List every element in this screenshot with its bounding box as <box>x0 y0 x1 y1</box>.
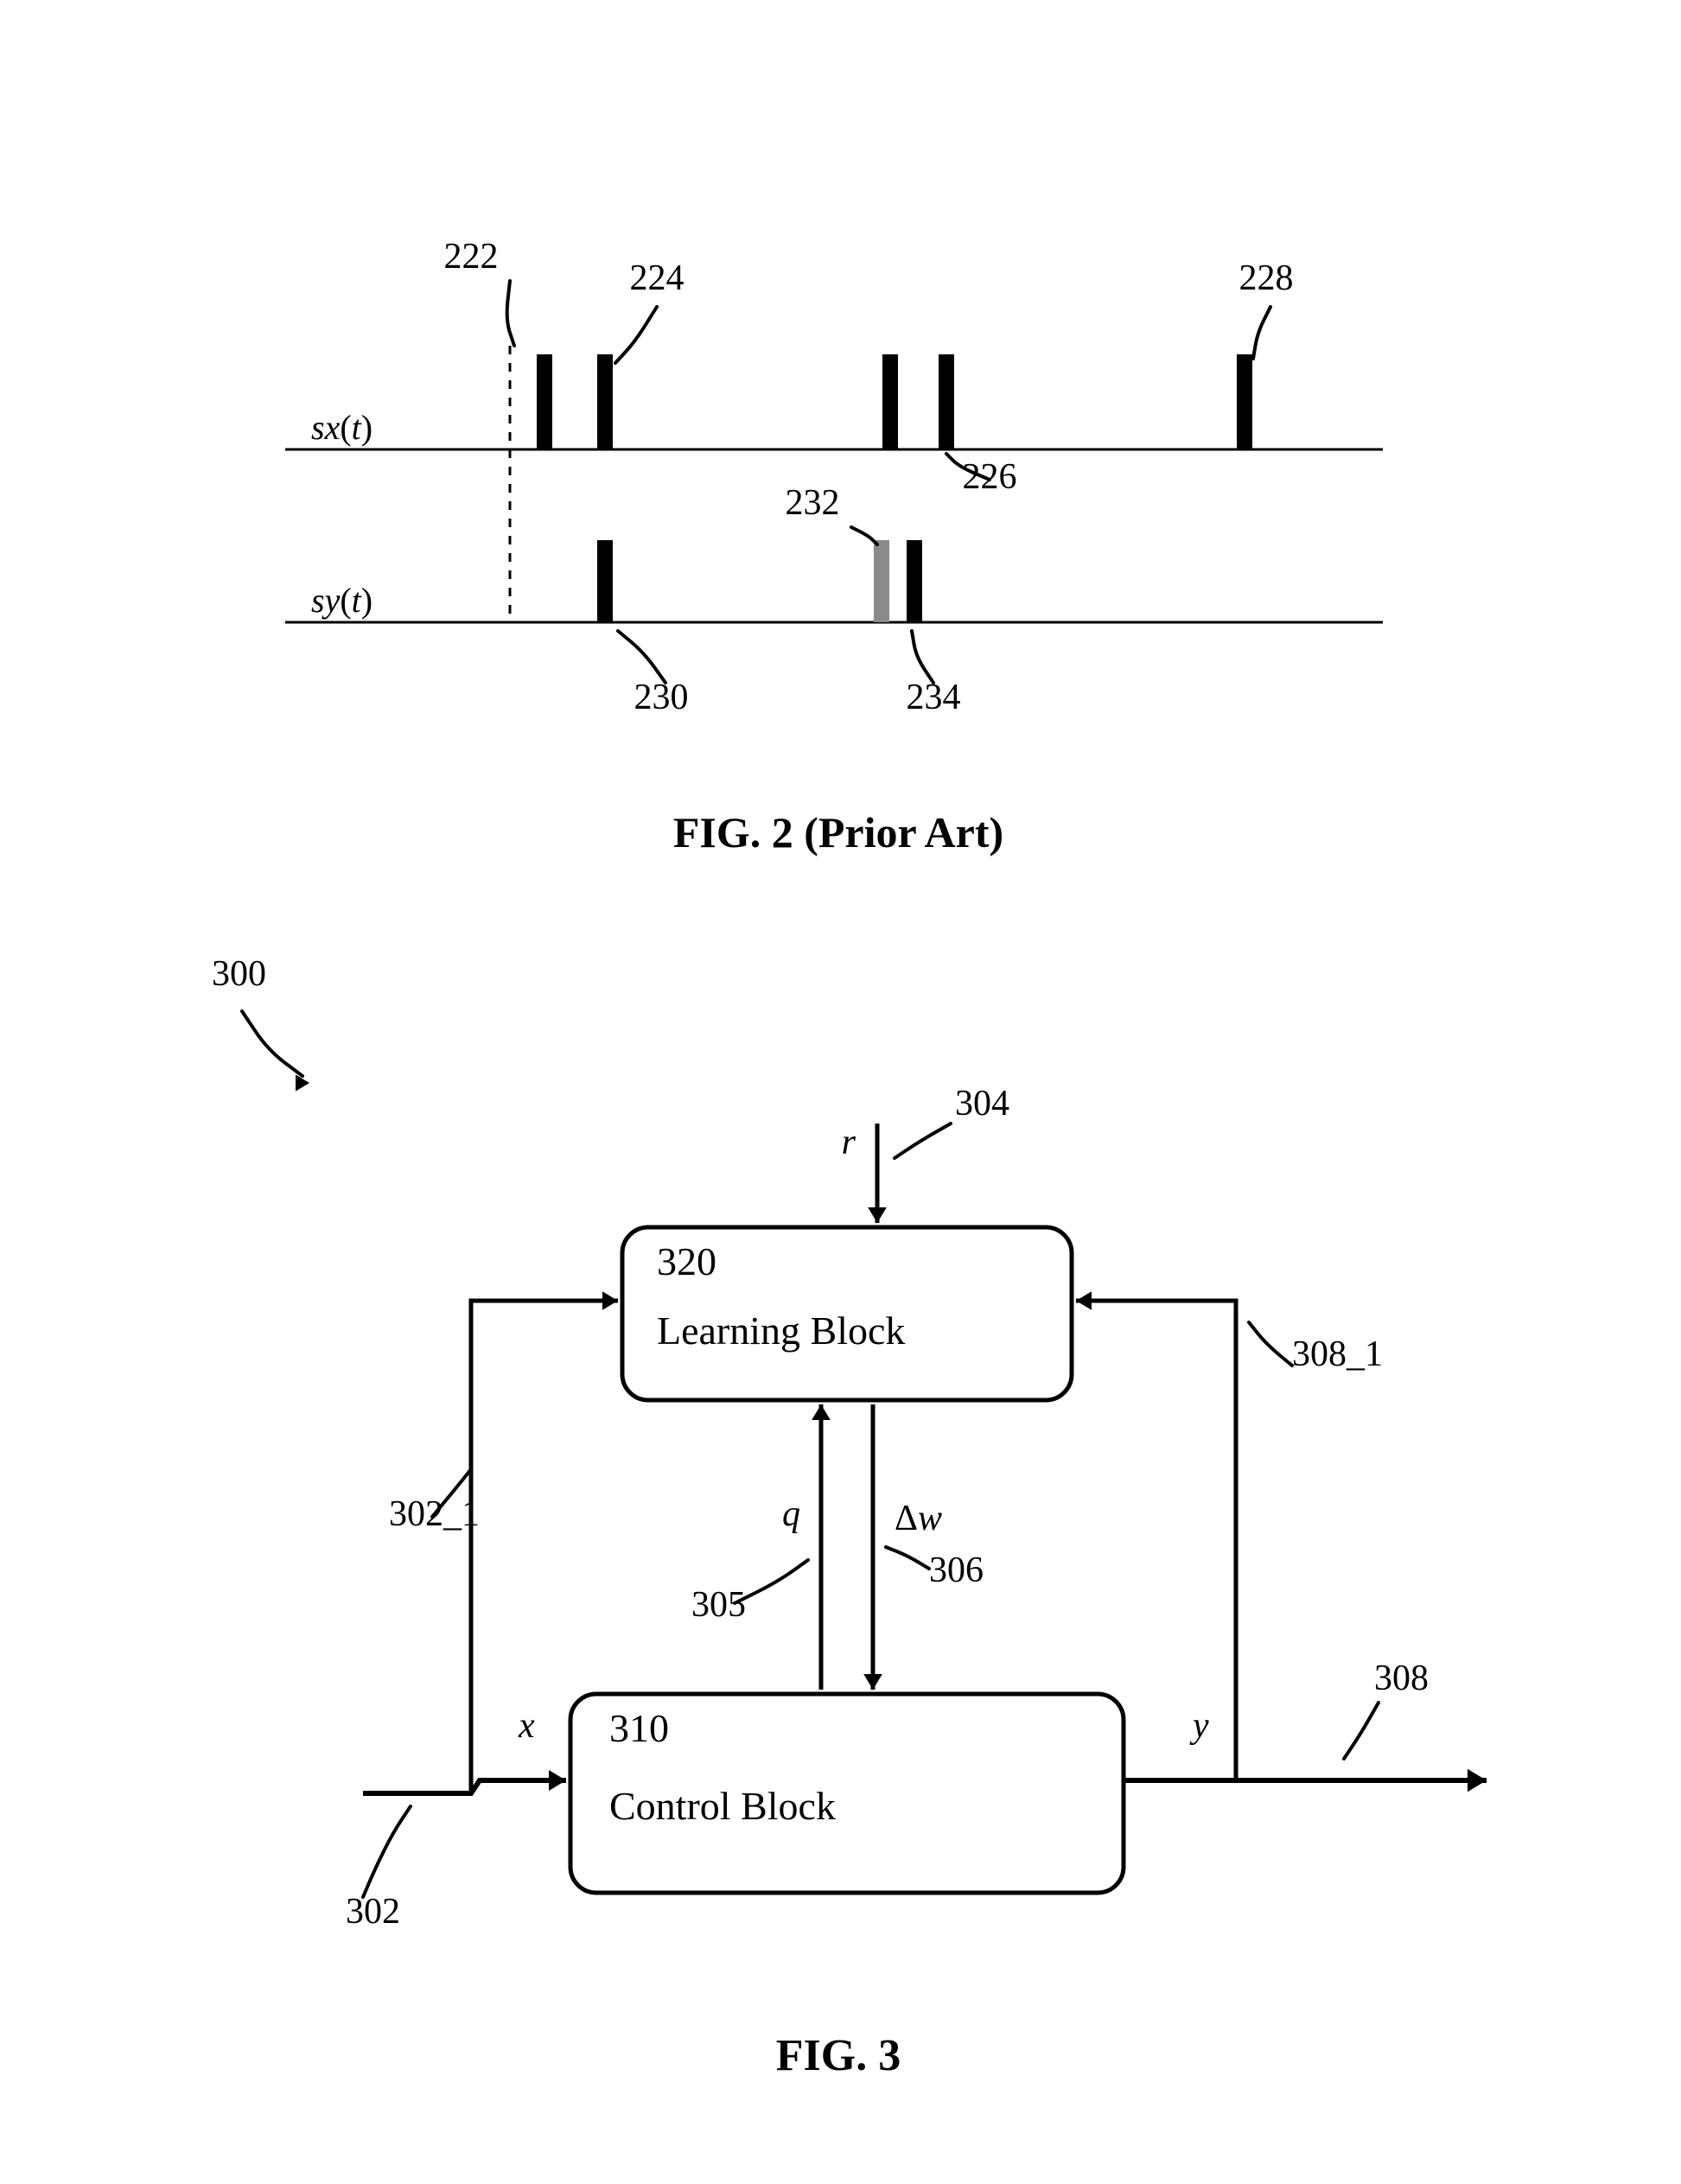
sx-spike <box>1237 354 1252 449</box>
callout-tail <box>507 281 514 346</box>
callout-tail <box>895 1124 951 1158</box>
ref-number: 302 <box>346 1892 400 1932</box>
ref-number: 308 <box>1374 1659 1429 1698</box>
ref-number: 304 <box>955 1084 1009 1124</box>
fig3-caption: FIG. 3 <box>776 2031 901 2080</box>
callout-tail <box>1249 1322 1292 1366</box>
arrow-head <box>1076 1291 1092 1310</box>
learning-block-label: Learning Block <box>657 1308 905 1353</box>
sy-spike <box>874 540 889 622</box>
arrow-head <box>868 1207 887 1223</box>
ref-number: 302_1 <box>389 1494 480 1534</box>
callout-tail <box>1344 1703 1379 1759</box>
signal-y: y <box>1189 1706 1209 1746</box>
signal-r: r <box>842 1123 856 1162</box>
arrow-head <box>602 1291 618 1310</box>
arrow-head <box>549 1770 566 1791</box>
callout-tail <box>851 527 877 544</box>
sx-spike <box>597 354 613 449</box>
callout-tail <box>242 1011 302 1076</box>
arrow-head <box>863 1674 882 1690</box>
ref-number: 226 <box>963 457 1017 497</box>
control-block-ref: 310 <box>609 1706 669 1750</box>
ref-number: 228 <box>1239 258 1294 298</box>
learning-block-ref: 320 <box>657 1239 716 1283</box>
arrow-head <box>812 1404 831 1420</box>
control-block-label: Control Block <box>609 1784 836 1828</box>
ref-number: 222 <box>444 237 499 277</box>
ref-number: 234 <box>907 678 961 717</box>
callout-tail <box>363 1806 411 1897</box>
ref-number: 308_1 <box>1292 1334 1383 1374</box>
ref-number: 230 <box>634 678 689 717</box>
fig2-caption: FIG. 2 (Prior Art) <box>673 808 1003 856</box>
sx-spike <box>537 354 552 449</box>
signal-dw: Δw <box>895 1499 942 1538</box>
ref-number: 224 <box>630 258 684 298</box>
sy-spike <box>597 540 613 622</box>
sx-label: sx(t) <box>311 408 372 447</box>
ref-number: 306 <box>929 1550 984 1590</box>
callout-tail <box>618 631 665 683</box>
arrow-x <box>363 1780 566 1793</box>
sx-spike <box>939 354 954 449</box>
sx-spike <box>882 354 898 449</box>
system-ref-300: 300 <box>212 954 266 994</box>
callout-tail <box>615 307 657 363</box>
callout-tail <box>886 1547 929 1569</box>
callout-tail <box>1253 307 1270 359</box>
signal-q: q <box>782 1494 800 1534</box>
signal-x: x <box>518 1706 535 1746</box>
callout-tail <box>912 631 933 683</box>
sy-spike <box>907 540 922 622</box>
ref-number: 305 <box>691 1585 746 1625</box>
arrow-head <box>1468 1769 1487 1792</box>
ref-number: 232 <box>786 483 840 523</box>
sy-label: sy(t) <box>311 581 372 620</box>
